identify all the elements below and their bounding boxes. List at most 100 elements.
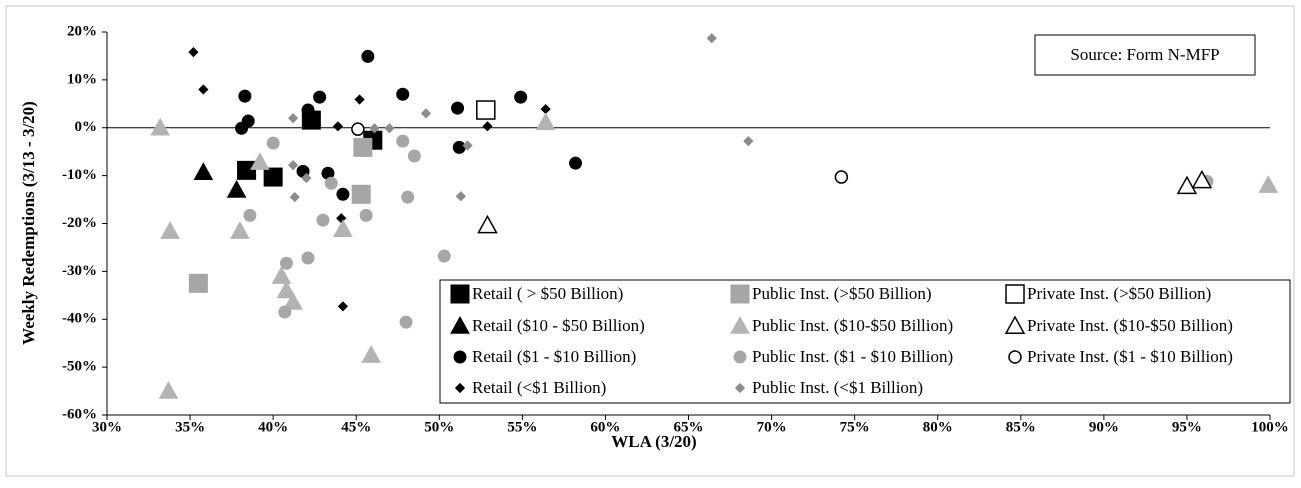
point: [451, 101, 465, 115]
legend-label: Retail ($10 - $50 Billion): [472, 316, 645, 335]
legend-marker: [1004, 315, 1026, 334]
annotation: Source: Form N-MFP: [1070, 45, 1219, 64]
point: [333, 219, 353, 237]
y-tick-label: 0%: [75, 119, 98, 135]
point: [401, 190, 415, 204]
legend-marker: [730, 315, 750, 334]
point: [276, 280, 297, 299]
x-tick-label: 85%: [1006, 419, 1036, 435]
point: [452, 140, 466, 154]
point: [301, 103, 315, 117]
point: [476, 100, 496, 120]
point: [477, 214, 498, 234]
point: [1191, 169, 1213, 189]
x-tick-label: 70%: [757, 419, 787, 435]
point: [332, 121, 344, 132]
point: [324, 176, 338, 190]
x-tick-label: 75%: [840, 419, 870, 435]
x-tick-label: 45%: [341, 419, 371, 435]
annotation-box: [1034, 34, 1256, 76]
x-tick-label: 35%: [175, 419, 205, 435]
y-tick-label: 20%: [67, 23, 97, 39]
point: [384, 123, 395, 134]
x-axis-label: WLA (3/20): [611, 432, 696, 451]
point: [396, 134, 410, 148]
point: [361, 49, 375, 63]
point: [316, 213, 330, 227]
point: [226, 179, 247, 198]
point: [266, 136, 280, 150]
legend-box: [439, 279, 1291, 404]
legend-label: Private Inst. (>$50 Billion): [1027, 284, 1211, 303]
point: [198, 84, 209, 95]
point: [743, 136, 754, 147]
point: [287, 113, 299, 124]
y-tick-label: -60%: [62, 406, 97, 422]
point: [336, 187, 350, 201]
point: [396, 87, 410, 101]
point: [283, 291, 303, 310]
point: [188, 47, 199, 58]
legend-label: Public Inst. ($1 - $10 Billion): [752, 347, 953, 366]
point: [301, 172, 312, 184]
point: [279, 256, 293, 270]
x-tick-label: 30%: [92, 419, 122, 435]
point: [535, 112, 556, 131]
x-tick-label: 65%: [674, 419, 704, 435]
legend-marker: [450, 315, 470, 334]
point: [420, 108, 432, 119]
point: [369, 123, 380, 134]
point: [243, 208, 257, 222]
x-tick-label: 55%: [507, 419, 537, 435]
x-tick-label: 90%: [1089, 419, 1119, 435]
legend-label: Retail ($1 - $10 Billion): [472, 347, 636, 366]
y-tick-label: -50%: [62, 359, 97, 375]
point: [354, 94, 365, 105]
x-tick-label: 40%: [258, 419, 288, 435]
point: [278, 305, 292, 319]
point: [455, 191, 466, 202]
y-tick-label: -30%: [62, 263, 97, 279]
point: [301, 251, 315, 265]
point: [158, 381, 179, 399]
point: [399, 315, 413, 329]
point: [1258, 175, 1279, 193]
y-tick-label: -40%: [62, 311, 97, 327]
legend-label: Retail (<$1 Billion): [472, 378, 606, 397]
x-tick-label: 50%: [424, 419, 454, 435]
point: [514, 90, 528, 104]
legend-marker: [454, 382, 466, 394]
legend-marker: [730, 284, 750, 304]
legend-marker: [733, 350, 747, 364]
point: [569, 156, 583, 170]
point: [353, 137, 373, 157]
legend-label: Private Inst. ($10-$50 Billion): [1027, 316, 1233, 335]
point: [160, 221, 180, 239]
point: [337, 301, 349, 312]
x-tick-label: 95%: [1172, 419, 1202, 435]
point: [230, 221, 250, 239]
x-tick-label: 100%: [1251, 419, 1289, 435]
x-tick-label: 80%: [923, 419, 953, 435]
point: [437, 249, 451, 263]
point: [359, 208, 373, 222]
point: [287, 159, 299, 171]
y-tick-label: -20%: [62, 215, 97, 231]
chart-border: [5, 5, 1295, 477]
y-tick-label: 10%: [67, 71, 97, 87]
legend-marker: [734, 382, 746, 394]
y-tick-label: -10%: [62, 167, 97, 183]
legend-marker: [1005, 284, 1025, 304]
point: [407, 149, 421, 163]
point: [193, 162, 214, 180]
legend-label: Private Inst. ($1 - $10 Billion): [1027, 347, 1233, 366]
point: [361, 345, 382, 363]
legend-label: Public Inst. (>$50 Billion): [752, 284, 932, 303]
legend-label: Public Inst. (<$1 Billion): [752, 378, 923, 397]
point: [289, 192, 300, 203]
point: [271, 266, 292, 284]
point: [238, 89, 252, 103]
legend-marker: [453, 350, 467, 364]
point: [237, 160, 257, 180]
